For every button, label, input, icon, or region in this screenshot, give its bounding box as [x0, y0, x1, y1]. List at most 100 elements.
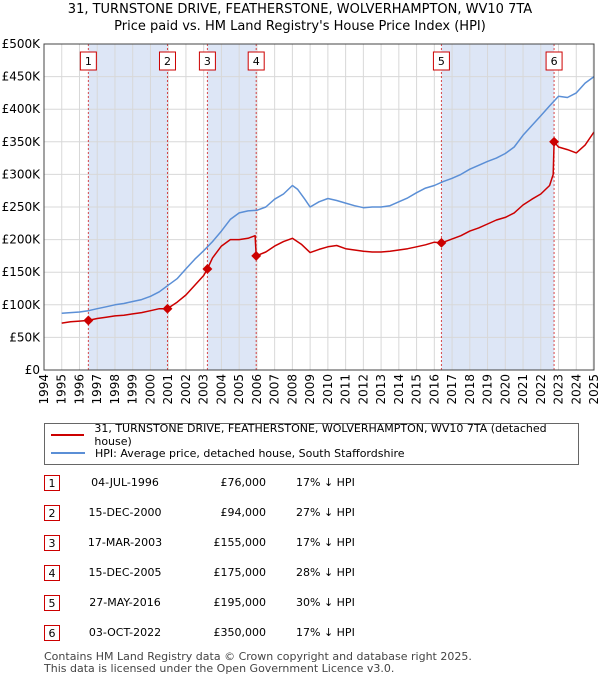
y-tick-label: £150K: [2, 265, 42, 279]
x-tick-label: 2021: [516, 374, 530, 405]
x-tick-label: 2006: [250, 374, 264, 405]
sale-label-frame: [247, 51, 265, 71]
transaction-price: £94,000: [220, 506, 267, 519]
sale-label-box: 2: [158, 51, 176, 71]
transaction-number: 3: [44, 535, 60, 551]
x-tick-label: 1998: [108, 374, 122, 405]
plot-area: [43, 43, 595, 371]
chart-legend: 31, TURNSTONE DRIVE, FEATHERSTONE, WOLVE…: [44, 422, 579, 465]
footer-licence: This data is licensed under the Open Gov…: [44, 662, 395, 675]
x-tick-label: 2014: [392, 374, 406, 405]
x-tick-label: 2023: [552, 374, 566, 405]
transaction-price: £155,000: [213, 536, 267, 549]
x-tick-label: 2001: [161, 374, 175, 405]
property-line-swatch: [51, 434, 85, 436]
sale-label-number: 6: [551, 55, 558, 68]
sale-label-frame: [432, 51, 450, 71]
x-tick-label: 2011: [339, 374, 353, 405]
transaction-price: £350,000: [213, 626, 267, 639]
transaction-hpi-diff: 17% ↓ HPI: [296, 626, 355, 639]
table-row: 1 04-JUL-1996 £76,000 17% ↓ HPI: [0, 471, 600, 497]
transaction-number: 1: [44, 475, 60, 491]
x-tick-label: 1995: [55, 374, 69, 405]
x-tick-label: 1996: [72, 374, 86, 405]
y-tick-label: £500K: [2, 37, 42, 51]
table-row: 5 27-MAY-2016 £195,000 30% ↓ HPI: [0, 591, 600, 617]
transaction-date: 04-JUL-1996: [91, 476, 159, 489]
x-tick-label: 2010: [321, 374, 335, 405]
transaction-number: 5: [44, 595, 60, 611]
chart-subtitle: Price paid vs. HM Land Registry's House …: [114, 19, 486, 34]
y-tick-label: £200K: [2, 233, 42, 247]
y-tick-label: £450K: [2, 70, 42, 84]
y-tick-label: £250K: [2, 200, 42, 214]
sale-label-number: 1: [85, 55, 92, 68]
transaction-price: £175,000: [213, 566, 267, 579]
x-tick-label: 2007: [268, 374, 282, 405]
sale-point: [549, 136, 560, 147]
transaction-hpi-diff: 27% ↓ HPI: [296, 506, 355, 519]
sale-label-number: 2: [164, 55, 171, 68]
transaction-number: 6: [44, 625, 60, 641]
x-tick-label: 2024: [569, 374, 583, 405]
x-tick-label: 2022: [534, 374, 548, 405]
sale-label-frame: [158, 51, 176, 71]
x-tick-label: 2025: [587, 374, 600, 405]
x-tick-label: 2004: [214, 374, 228, 405]
sale-label-box: 6: [545, 51, 563, 71]
legend-property-label: 31, TURNSTONE DRIVE, FEATHERSTONE, WOLVE…: [94, 422, 547, 448]
table-row: 4 15-DEC-2005 £175,000 28% ↓ HPI: [0, 561, 600, 587]
y-tick-label: £50K: [9, 330, 41, 344]
hpi-line-swatch: [51, 452, 85, 454]
x-tick-label: 2008: [285, 374, 299, 405]
transaction-price: £195,000: [213, 596, 267, 609]
x-tick-label: 1994: [37, 374, 51, 405]
sale-label-number: 5: [438, 55, 445, 68]
y-tick-label: £0: [25, 363, 40, 377]
transaction-number: 4: [44, 565, 60, 581]
transaction-date: 27-MAY-2016: [89, 596, 161, 609]
sale-label-frame: [198, 51, 216, 71]
transaction-date: 03-OCT-2022: [88, 626, 162, 639]
transaction-hpi-diff: 28% ↓ HPI: [296, 566, 355, 579]
y-tick-label: £100K: [2, 298, 42, 312]
x-tick-label: 2009: [303, 374, 317, 405]
x-tick-label: 2012: [356, 374, 370, 405]
legend-item-hpi: HPI: Average price, detached house, Sout…: [51, 444, 405, 462]
transaction-hpi-diff: 17% ↓ HPI: [296, 536, 355, 549]
sale-point: [162, 303, 173, 314]
legend-hpi-label: HPI: Average price, detached house, Sout…: [95, 446, 405, 460]
sale-label-box: 4: [247, 51, 265, 71]
x-tick-label: 1997: [90, 374, 104, 405]
property-price-line: [61, 131, 595, 324]
sale-label-number: 4: [253, 55, 260, 68]
x-tick-label: 2015: [410, 374, 424, 405]
y-tick-label: £350K: [2, 135, 42, 149]
transaction-number: 2: [44, 505, 60, 521]
x-tick-label: 1999: [126, 374, 140, 405]
sale-label-box: 3: [198, 51, 216, 71]
price-chart: 1 2 3 4 5 6 £0 £50K £100K £150K £200K £250K £300K £3…: [2, 37, 600, 405]
x-tick-label: 2000: [143, 374, 157, 405]
x-tick-label: 2017: [445, 374, 459, 405]
sale-label-frame: [545, 51, 563, 71]
x-tick-label: 2005: [232, 374, 246, 405]
chart-title: 31, TURNSTONE DRIVE, FEATHERSTONE, WOLVE…: [67, 2, 533, 17]
footer-notice: Contains HM Land Registry data © Crown c…: [44, 651, 472, 675]
transaction-hpi-diff: 30% ↓ HPI: [296, 596, 355, 609]
sale-label-box: 5: [432, 51, 450, 71]
legend-item-property: 31, TURNSTONE DRIVE, FEATHERSTONE, WOLVE…: [51, 422, 578, 448]
table-row: 2 15-DEC-2000 £94,000 27% ↓ HPI: [0, 501, 600, 527]
table-row: 3 17-MAR-2003 £155,000 17% ↓ HPI: [0, 531, 600, 557]
transaction-date: 15-DEC-2005: [88, 566, 162, 579]
transaction-price: £76,000: [220, 476, 267, 489]
sale-label-box: 1: [79, 51, 97, 71]
x-tick-label: 2013: [374, 374, 388, 405]
x-tick-label: 2002: [179, 374, 193, 405]
sale-point: [202, 263, 213, 274]
transaction-date: 17-MAR-2003: [87, 536, 163, 549]
hpi-line: [61, 75, 595, 315]
y-tick-label: £400K: [2, 102, 42, 116]
transaction-date: 15-DEC-2000: [88, 506, 162, 519]
x-tick-label: 2020: [498, 374, 512, 405]
